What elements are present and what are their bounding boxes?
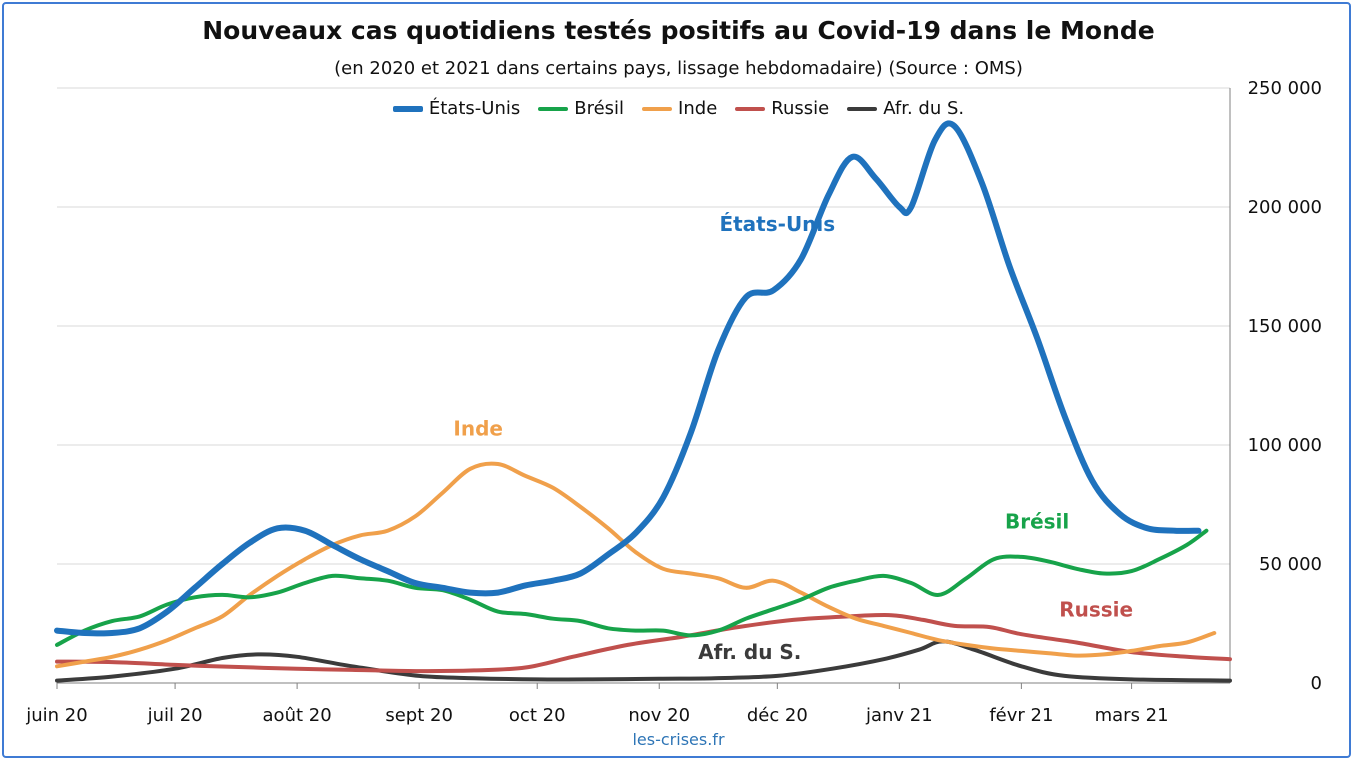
legend-item-inde: Inde: [642, 98, 717, 119]
x-tick-label: mars 21: [1095, 705, 1169, 726]
legend-swatch: [538, 106, 569, 111]
legend-item-russie: Russie: [735, 98, 829, 119]
legend-item-bresil: Brésil: [538, 98, 624, 119]
x-tick-label: juil 20: [147, 705, 203, 726]
annotation-afr-du-s: Afr. du S.: [698, 640, 801, 664]
legend-label: Russie: [771, 98, 830, 119]
x-tick-label: juin 20: [25, 705, 87, 726]
annotation-inde: Inde: [453, 416, 503, 440]
legend-swatch: [642, 106, 673, 111]
series-line-russie: [55, 613, 1232, 674]
series-line-bresil: [55, 528, 1209, 647]
y-tick-label: 200 000: [1248, 197, 1322, 218]
y-tick-label: 50 000: [1259, 554, 1322, 575]
annotation-etats-unis: États-Unis: [719, 212, 835, 236]
legend: États-Unis Brésil Inde Russie Afr. du S.: [0, 98, 1357, 119]
chart-title: Nouveaux cas quotidiens testés positifs …: [202, 16, 1155, 45]
x-tick-label: janv 21: [865, 705, 933, 726]
x-tick-label: déc 20: [747, 705, 808, 726]
y-tick-label: 250 000: [1248, 78, 1322, 99]
x-tick-label: août 20: [263, 705, 332, 726]
legend-item-etats-unis: États-Unis: [392, 98, 521, 119]
legend-label: Inde: [678, 98, 718, 119]
legend-label: Brésil: [574, 98, 625, 119]
series-line-afr-du-s: [55, 639, 1232, 683]
legend-swatch: [735, 106, 766, 111]
series-line-inde: [55, 461, 1217, 669]
chart-subtitle: (en 2020 et 2021 dans certains pays, lis…: [334, 58, 1023, 79]
x-tick-label: nov 20: [628, 705, 690, 726]
legend-label: Afr. du S.: [883, 98, 965, 119]
annotation-bresil: Brésil: [1005, 509, 1069, 533]
y-tick-label: 150 000: [1248, 316, 1322, 337]
y-tick-label: 0: [1311, 673, 1322, 694]
series-line-etats-unis: [54, 120, 1202, 637]
legend-swatch: [847, 106, 878, 111]
source-label: les-crises.fr: [632, 730, 725, 749]
legend-item-afr-du-s: Afr. du S.: [847, 98, 964, 119]
x-tick-label: oct 20: [509, 705, 566, 726]
legend-label: États-Unis: [428, 98, 521, 119]
x-tick-label: févr 21: [989, 705, 1053, 726]
legend-swatch: [392, 105, 423, 112]
y-tick-label: 100 000: [1248, 435, 1322, 456]
x-tick-label: sept 20: [385, 705, 453, 726]
annotation-russie: Russie: [1059, 597, 1133, 621]
